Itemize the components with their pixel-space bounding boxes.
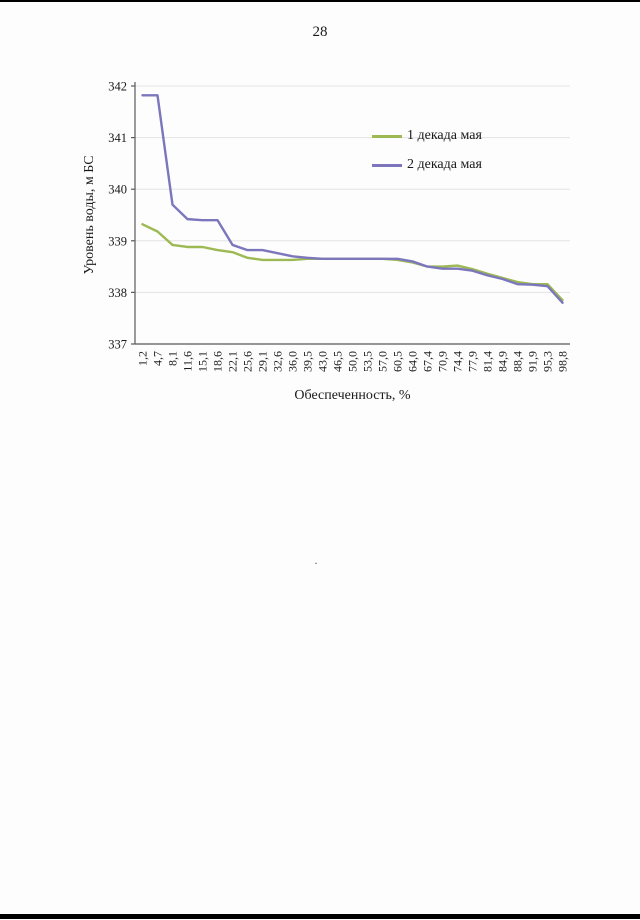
y-tick-label: 339 (108, 234, 127, 248)
x-tick-label: 84,9 (496, 351, 510, 372)
chart-legend: 1 декада мая 2 декада мая (372, 128, 482, 173)
x-tick-label: 77,9 (466, 351, 480, 372)
legend-item-2: 2 декада мая (372, 157, 482, 173)
x-tick-label: 50,0 (346, 351, 360, 372)
x-tick-label: 36,0 (286, 351, 300, 372)
x-tick-label: 22,1 (226, 351, 240, 372)
scan-stray-mark: · (314, 556, 318, 570)
x-tick-label: 15,1 (196, 351, 210, 372)
x-tick-label: 70,9 (436, 351, 450, 372)
x-tick-label: 4,7 (151, 351, 165, 366)
x-tick-label: 74,4 (451, 351, 465, 372)
series-line-1 (141, 223, 564, 302)
page-number: 28 (312, 24, 328, 40)
water-level-chart: Уровень воды, м БС 337 338 339 340 341 342 1,2… (60, 78, 600, 418)
y-tick-label: 337 (108, 338, 127, 352)
x-tick-label: 8,1 (166, 351, 180, 366)
x-tick-label: 57,0 (376, 351, 390, 372)
y-tick-label: 338 (108, 286, 127, 300)
x-tick-label: 39,5 (301, 351, 315, 372)
x-tick-label: 18,6 (211, 351, 225, 372)
x-tick-label: 11,6 (181, 351, 195, 372)
x-tick-label: 60,5 (391, 351, 405, 372)
legend-item-1: 1 декада мая (372, 128, 482, 144)
x-tick-label: 91,9 (526, 351, 540, 372)
x-tick-label: 32,6 (271, 351, 285, 372)
scan-edge-top (0, 0, 640, 2)
x-tick-label: 64,0 (406, 351, 420, 372)
x-tick-label: 1,2 (136, 351, 150, 366)
x-axis-title: Обеспеченность, % (294, 388, 411, 403)
x-tick-label: 25,6 (241, 351, 255, 372)
series-line-2 (141, 94, 564, 304)
x-tick-label: 46,5 (331, 351, 345, 372)
legend-label-1: 1 декада мая (407, 128, 482, 143)
scan-edge-bottom (0, 914, 640, 919)
legend-line-swatch-purple (372, 163, 402, 167)
x-tick-label: 95,3 (541, 351, 555, 372)
x-tick-label: 81,4 (481, 351, 495, 372)
x-tick-label: 29,1 (256, 351, 270, 372)
x-tick-label: 53,5 (361, 351, 375, 372)
legend-label-2: 2 декада мая (407, 157, 482, 172)
y-tick-label: 341 (108, 131, 127, 145)
x-tick-label: 98,8 (556, 351, 570, 372)
legend-line-swatch-green (372, 134, 402, 138)
y-tick-label: 340 (108, 183, 127, 197)
x-tick-label: 43,0 (316, 351, 330, 372)
x-tick-label: 67,4 (421, 351, 435, 372)
y-tick-label: 342 (108, 80, 127, 94)
x-tick-label: 88,4 (511, 351, 525, 372)
